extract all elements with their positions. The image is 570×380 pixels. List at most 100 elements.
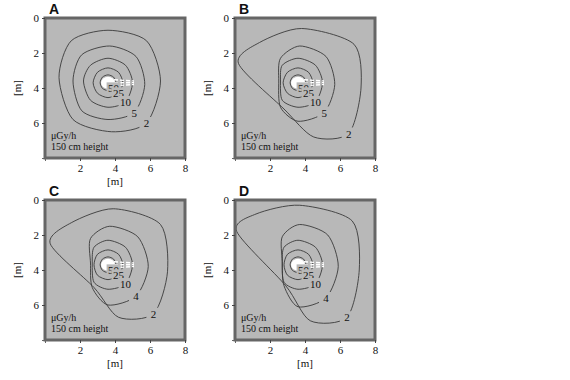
tick-label: 8	[373, 162, 379, 174]
label-background	[140, 117, 154, 128]
tick-mark	[42, 270, 45, 271]
axis-line	[46, 159, 186, 162]
tick: 2	[224, 229, 236, 241]
tick-mark	[232, 200, 235, 201]
annotation: μGy/h	[51, 312, 76, 323]
plot-frame	[235, 200, 375, 340]
tick-label: 4	[113, 344, 119, 356]
contour-label: 4	[133, 290, 139, 302]
tick-label: 6	[34, 117, 40, 129]
axis-line	[236, 159, 376, 162]
contour-line	[281, 224, 338, 307]
tick-label: 2	[34, 47, 40, 59]
plot-frame	[45, 200, 185, 340]
tick: 4	[34, 82, 46, 94]
y-axis: 0 2 4 6	[224, 194, 236, 340]
tick: 6	[148, 340, 154, 356]
tick-label: 4	[34, 264, 40, 276]
tick-mark	[305, 340, 306, 343]
tick: 6	[224, 117, 236, 129]
x-axis-title: [m]	[107, 357, 123, 369]
label-background	[119, 96, 133, 107]
y-axis: 0246	[34, 194, 46, 340]
contour-label: 10	[310, 278, 322, 290]
contours	[238, 28, 361, 139]
tick-label: 8	[183, 344, 189, 356]
x-axis: 2 4 6 8	[236, 340, 379, 356]
tick-mark	[42, 200, 45, 201]
tick-mark	[115, 158, 116, 161]
tick: 2	[78, 340, 84, 356]
tick: 0	[224, 12, 236, 24]
tick-label: 8	[373, 344, 379, 356]
tick-label: 4	[34, 82, 40, 94]
tick: 2	[268, 340, 274, 356]
contour-label: 2	[344, 311, 350, 323]
tick-mark	[232, 88, 235, 89]
contours	[50, 209, 168, 320]
tick: 4	[303, 340, 309, 356]
tick: 0	[34, 194, 46, 206]
tick-label: 4	[113, 162, 119, 174]
label-background	[119, 278, 133, 289]
axis-line	[232, 201, 236, 341]
tick-label: 4	[224, 82, 230, 94]
tick-mark	[42, 235, 45, 236]
panel-title: A	[49, 1, 59, 17]
tick: 4	[224, 82, 236, 94]
plot-frame	[45, 18, 185, 158]
label-background	[340, 311, 354, 322]
panel: 5025105224680246[m]BμGy/h150 cm height	[201, 1, 379, 174]
tick-label: 0	[224, 12, 230, 24]
tick: 4	[224, 264, 236, 276]
tick-mark	[80, 158, 81, 161]
tick-label: 2	[78, 162, 84, 174]
y-axis-title: [m]	[11, 262, 23, 278]
tick-label: 0	[34, 12, 40, 24]
tick: 6	[148, 158, 154, 174]
label-background	[317, 107, 331, 118]
source-fixture	[304, 262, 324, 263]
plot-background	[235, 200, 375, 340]
tick-mark	[185, 340, 186, 343]
y-axis-title: [m]	[201, 80, 213, 96]
tick-label: 6	[148, 344, 154, 356]
plot-background	[45, 200, 185, 340]
tick-label: 6	[224, 299, 230, 311]
tick-label: 0	[224, 194, 230, 206]
plot-background	[45, 18, 185, 158]
tick-mark	[80, 340, 81, 343]
tick-label: 4	[303, 344, 309, 356]
tick-label: 6	[338, 162, 344, 174]
tick-mark	[42, 123, 45, 124]
tick-label: 4	[224, 264, 230, 276]
axis-line	[46, 341, 186, 344]
tick: 2	[224, 47, 236, 59]
tick: 8	[183, 158, 189, 174]
label-background	[342, 128, 356, 139]
y-axis-title: [m]	[201, 262, 213, 278]
tick-label: 2	[268, 344, 274, 356]
contour-line	[84, 58, 133, 107]
tick: 8	[373, 158, 379, 174]
axis-line	[232, 19, 236, 159]
contour-label: 2	[151, 308, 157, 320]
tick: 6	[338, 340, 344, 356]
tick: 0	[224, 194, 236, 206]
source-fixture	[114, 80, 134, 81]
annotation: 150 cm height	[51, 141, 108, 152]
tick-mark	[42, 305, 45, 306]
tick: 4	[34, 264, 46, 276]
tick-label: 6	[34, 299, 40, 311]
contour-label: 5	[132, 107, 138, 119]
contour-line	[89, 226, 148, 305]
panel-title: D	[239, 183, 249, 199]
x-axis-title: [m]	[297, 357, 313, 369]
tick-mark	[375, 340, 376, 343]
label-background	[129, 290, 143, 301]
tick-mark	[42, 88, 45, 89]
tick-mark	[150, 158, 151, 161]
tick-mark	[232, 53, 235, 54]
tick-mark	[375, 158, 376, 161]
tick-mark	[42, 53, 45, 54]
